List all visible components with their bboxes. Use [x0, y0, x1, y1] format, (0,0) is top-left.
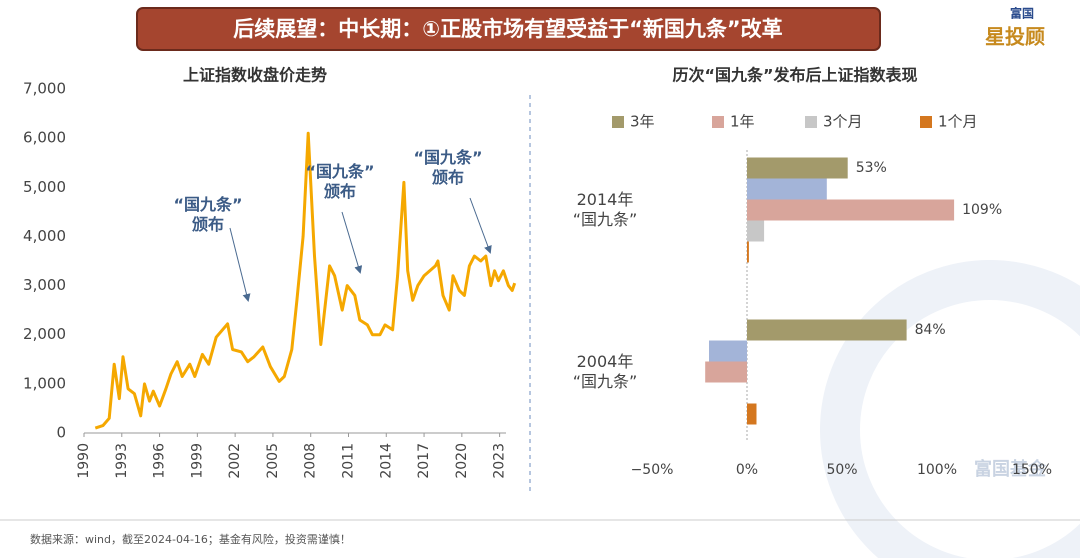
x-tick-label: 2011 [340, 443, 356, 479]
x-tick-label: 1999 [189, 443, 205, 479]
logo-top: 富国 [1010, 6, 1034, 21]
annotation: “国九条”颁布 [305, 162, 374, 201]
x-tick-label: −50% [631, 462, 674, 478]
x-tick-label: 1996 [152, 443, 168, 479]
bar [747, 319, 907, 341]
x-tick-label: 2023 [492, 443, 508, 479]
legend-label: 1个月 [938, 113, 978, 131]
x-tick-label: 0% [736, 462, 758, 478]
value-label: 84% [915, 322, 946, 338]
x-tick-label: 2014 [378, 443, 394, 479]
index-line [94, 131, 517, 430]
legend-label: 3年 [630, 113, 655, 131]
x-tick-label: 2002 [227, 443, 243, 479]
chart-title: 上证指数收盘价走势 [183, 66, 327, 85]
y-tick-label: 3,000 [23, 276, 66, 294]
bar [709, 340, 747, 362]
value-label: 109% [962, 202, 1002, 218]
bar [747, 403, 757, 425]
x-tick-label: 100% [917, 462, 957, 478]
y-tick-label: 4,000 [23, 227, 66, 245]
chart-title: 历次“国九条”发布后上证指数表现 [672, 66, 917, 85]
x-tick-label: 2020 [454, 443, 470, 479]
bar [747, 178, 827, 200]
x-tick-label: 1990 [76, 443, 92, 479]
header-banner [136, 7, 881, 51]
arrow [469, 197, 492, 254]
annotation: “国九条”颁布 [413, 148, 482, 187]
bar [747, 220, 765, 242]
bar [747, 157, 848, 179]
legend-swatch [612, 116, 624, 128]
footer: 数据来源：wind，截至2024-04-16；基金有风险，投资需谨慎！ [30, 532, 351, 546]
bar [705, 361, 747, 383]
watermark-shape [820, 260, 1080, 558]
x-tick-label: 2008 [303, 443, 319, 479]
x-tick-label: 150% [1012, 462, 1052, 478]
header-title: 后续展望：中长期：①正股市场有望受益于“新国九条”改革 [233, 17, 782, 41]
category-label: 2004年“国九条” [573, 352, 638, 391]
annotation: “国九条”颁布 [173, 195, 242, 234]
y-tick-label: 2,000 [23, 325, 66, 343]
y-tick-label: 1,000 [23, 374, 66, 392]
y-tick-label: 6,000 [23, 129, 66, 147]
legend-swatch [805, 116, 817, 128]
legend-swatch [712, 116, 724, 128]
logo-main: 星投顾 [985, 25, 1045, 49]
bar [747, 199, 955, 221]
x-tick-label: 1993 [114, 443, 130, 479]
legend-label: 1年 [730, 113, 755, 131]
category-label: 2014年“国九条” [573, 190, 638, 229]
value-label: 53% [856, 160, 887, 176]
arrow [229, 227, 251, 302]
x-tick-label: 2017 [416, 443, 432, 479]
y-tick-label: 7,000 [23, 80, 66, 98]
arrow [341, 211, 363, 274]
y-tick-label: 5,000 [23, 178, 66, 196]
x-tick-label: 2005 [265, 443, 281, 479]
legend-label: 3个月 [823, 113, 863, 131]
legend-swatch [920, 116, 932, 128]
bar [747, 241, 749, 263]
watermark: 富国基金 [974, 458, 1047, 480]
x-tick-label: 50% [826, 462, 857, 478]
y-tick-label: 0 [56, 424, 66, 442]
